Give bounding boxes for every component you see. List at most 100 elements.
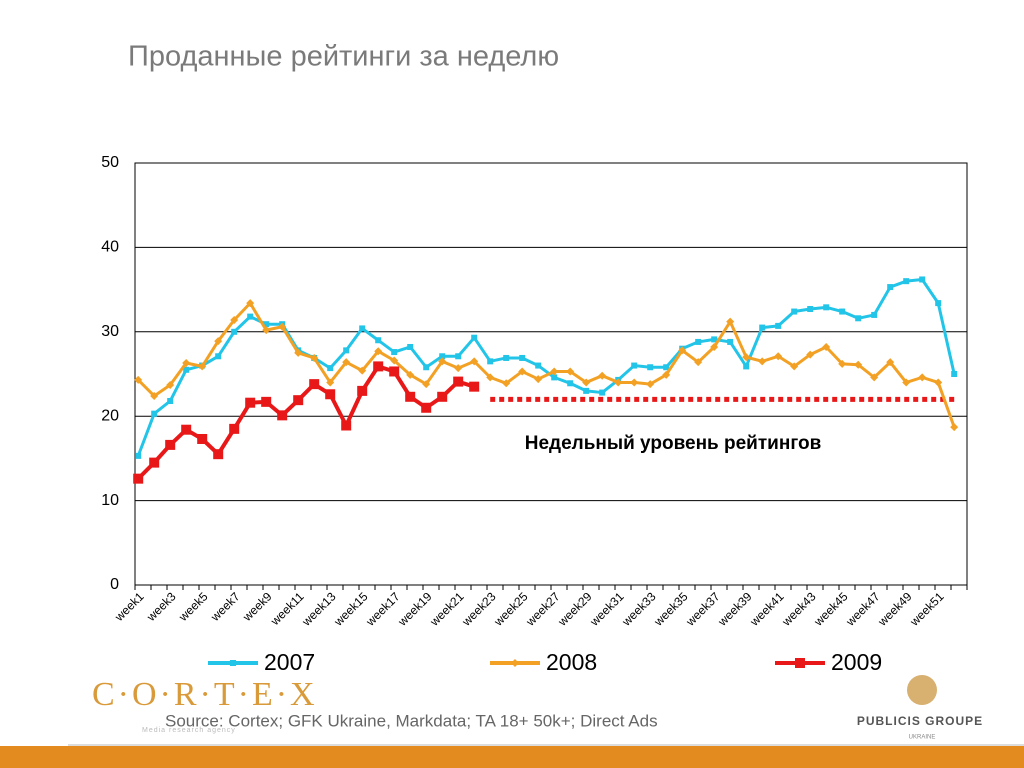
- legend-label: 2008: [546, 649, 597, 675]
- marker: [325, 389, 336, 400]
- marker: [214, 337, 223, 346]
- marker: [503, 354, 510, 361]
- logo-publicis-sub: UKRAINE: [909, 735, 936, 741]
- marker: [727, 338, 734, 345]
- marker: [358, 366, 367, 375]
- marker: [790, 362, 799, 371]
- source: Source: Cortex; GFK Ukraine, Markdata; T…: [165, 711, 658, 730]
- marker: [439, 353, 446, 360]
- marker: [294, 348, 303, 357]
- marker: [855, 315, 862, 322]
- marker: [390, 356, 399, 365]
- marker: [245, 397, 256, 408]
- marker: [182, 359, 191, 368]
- marker: [823, 304, 830, 311]
- marker: [743, 363, 750, 370]
- marker: [389, 366, 400, 377]
- logo-sun: [907, 675, 937, 705]
- marker: [150, 391, 159, 400]
- marker: [406, 370, 415, 379]
- marker: [327, 365, 334, 372]
- marker: [518, 367, 527, 376]
- marker: [902, 378, 911, 387]
- marker: [166, 380, 175, 389]
- marker: [407, 343, 414, 350]
- marker: [231, 328, 238, 335]
- marker: [647, 364, 654, 371]
- marker: [278, 322, 287, 331]
- marker: [437, 391, 448, 402]
- marker: [726, 317, 735, 326]
- marker: [486, 373, 495, 382]
- marker: [405, 391, 416, 402]
- marker: [511, 659, 519, 667]
- marker: [951, 371, 958, 377]
- marker: [535, 362, 542, 369]
- marker: [359, 325, 366, 332]
- marker: [807, 306, 814, 313]
- marker: [293, 395, 304, 406]
- legend-label: 2009: [831, 649, 882, 675]
- marker: [453, 376, 464, 387]
- marker: [583, 387, 590, 394]
- marker: [742, 353, 751, 362]
- legend-label: 2007: [264, 649, 315, 675]
- marker: [694, 358, 703, 367]
- marker: [903, 278, 910, 285]
- logo-cortex: C·O·R·T·E·X: [92, 676, 318, 713]
- marker: [423, 364, 430, 371]
- marker: [710, 342, 719, 351]
- marker: [134, 375, 143, 384]
- marker: [551, 374, 558, 381]
- marker: [326, 378, 335, 387]
- marker: [646, 380, 655, 389]
- marker: [133, 473, 144, 484]
- marker: [854, 360, 863, 369]
- marker: [711, 336, 718, 343]
- marker: [151, 410, 158, 417]
- y-tick-label: 0: [110, 576, 119, 593]
- y-tick-label: 30: [101, 323, 119, 340]
- marker: [935, 300, 942, 307]
- marker: [470, 357, 479, 366]
- marker: [262, 326, 271, 335]
- marker: [678, 346, 687, 355]
- marker: [342, 358, 351, 367]
- marker: [934, 378, 943, 387]
- y-tick-label: 10: [101, 492, 119, 509]
- marker: [839, 308, 846, 315]
- marker: [310, 353, 319, 362]
- marker: [309, 379, 320, 390]
- marker: [662, 370, 671, 379]
- marker: [695, 338, 702, 345]
- y-tick-label: 20: [101, 407, 119, 424]
- marker: [519, 354, 526, 361]
- marker: [663, 364, 670, 371]
- marker: [135, 452, 142, 459]
- marker: [357, 385, 368, 396]
- marker: [567, 380, 574, 387]
- marker: [599, 389, 606, 396]
- marker: [469, 381, 480, 392]
- marker: [887, 284, 894, 291]
- marker: [373, 361, 384, 372]
- reference-label: Недельный уровень рейтингов: [525, 433, 822, 454]
- series-line: [136, 277, 956, 457]
- marker: [950, 423, 959, 432]
- y-tick-label: 50: [101, 154, 119, 171]
- logo-publicis: PUBLICIS GROUPE: [857, 714, 983, 728]
- marker: [550, 367, 559, 376]
- marker: [181, 424, 192, 435]
- footer-bar: [0, 746, 1024, 768]
- marker: [471, 334, 478, 341]
- marker: [247, 313, 254, 320]
- marker: [775, 322, 782, 329]
- marker: [391, 349, 398, 356]
- marker: [183, 366, 190, 373]
- marker: [614, 378, 623, 387]
- marker: [374, 347, 383, 356]
- marker: [165, 439, 176, 450]
- series-line: [136, 364, 475, 481]
- series-line: [137, 301, 956, 428]
